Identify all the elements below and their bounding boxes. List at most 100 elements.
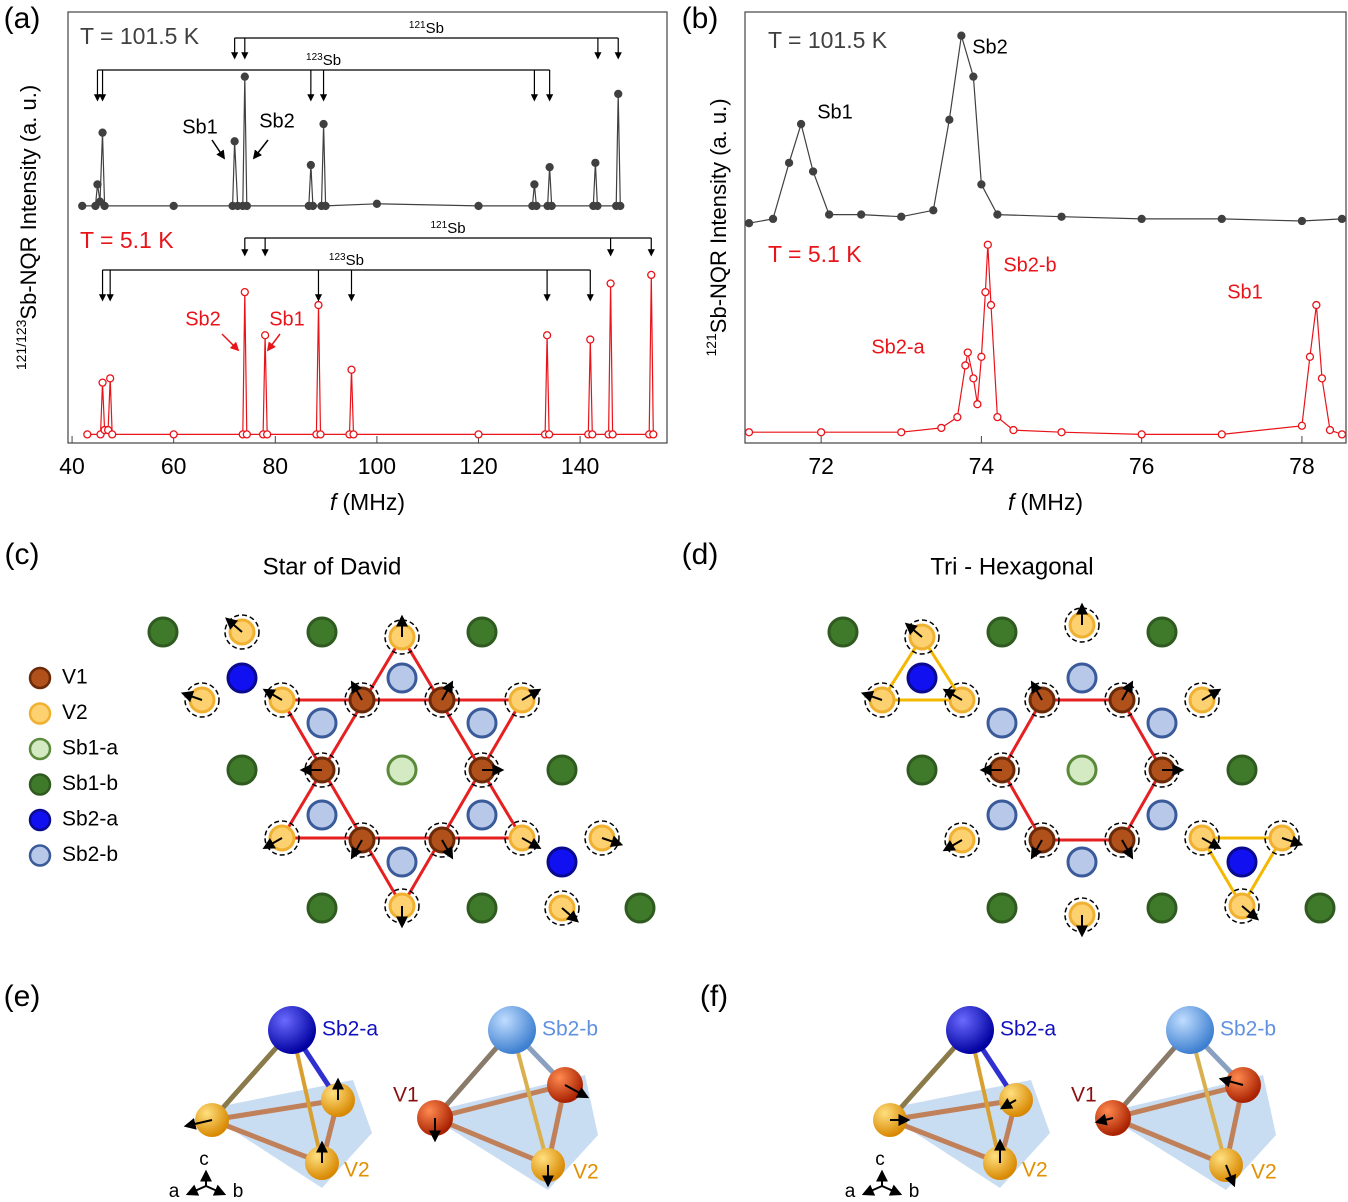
panel-label: (c) <box>5 538 40 571</box>
bond <box>1112 1115 1227 1168</box>
atom-s1b <box>986 892 1018 924</box>
atom-halo <box>1224 888 1260 924</box>
atom-label: V1 <box>1071 1084 1097 1107</box>
displacement-arrow <box>521 837 542 850</box>
atom-s1b <box>1146 892 1178 924</box>
data-point <box>649 430 658 439</box>
bond <box>434 1082 566 1121</box>
atom-s1b <box>306 892 338 924</box>
displacement-arrow <box>1201 688 1222 701</box>
data-point <box>937 423 946 433</box>
data-point <box>586 335 595 344</box>
atom-s2b <box>1146 707 1178 739</box>
sphere <box>946 1006 994 1054</box>
sphere <box>488 1006 536 1054</box>
data-point <box>593 201 602 211</box>
series-label: T = 5.1 K <box>768 241 862 267</box>
atom-s1b <box>1226 754 1258 786</box>
data-point <box>78 201 87 211</box>
atom-s2a <box>1226 846 1258 878</box>
displacement-arrow <box>1201 837 1222 850</box>
data-point <box>347 365 356 374</box>
legend-label: Sb2-a <box>62 808 118 831</box>
x-axis-label: f (MHz) <box>1008 489 1083 515</box>
diagram-title: Tri - Hexagonal <box>930 553 1093 580</box>
panel-label: (d) <box>682 538 719 571</box>
series-label: T = 101.5 K <box>768 27 888 53</box>
diagram-title: Star of David <box>263 553 402 580</box>
atom-s2b <box>386 846 418 878</box>
data-point <box>1057 428 1066 437</box>
data-point <box>591 158 600 168</box>
triangle-outline <box>1199 836 1285 909</box>
atom-label: V2 <box>1251 1161 1277 1184</box>
atom-label: V2 <box>344 1159 370 1182</box>
data-point <box>530 180 539 189</box>
atom-halo <box>424 682 460 718</box>
isotope-symbol: Sb <box>447 220 465 237</box>
x-axis-label-unit: (MHz) <box>342 489 405 515</box>
bond <box>211 1117 323 1166</box>
atom-halo <box>904 619 940 655</box>
axis-letter: b <box>909 1181 920 1202</box>
displacement-arrow <box>521 688 542 701</box>
y-axis-label: 121/123Sb-NQR Intensity (a. u.) <box>13 85 41 370</box>
atom-halo <box>1064 607 1100 643</box>
peak-pointer <box>252 139 269 160</box>
atom-halo <box>944 682 980 718</box>
atom-halo <box>864 682 900 718</box>
atom-halo <box>264 820 300 856</box>
data-point <box>306 160 316 170</box>
atom-label: Sb2-a <box>322 1018 378 1041</box>
legend-label: Sb1-a <box>62 737 118 760</box>
isotope-mass: 123 <box>306 52 323 63</box>
data-point <box>316 430 325 439</box>
legend-swatch <box>28 702 52 725</box>
x-tick-label: 140 <box>561 453 599 479</box>
isotope-symbol: Sb <box>323 52 341 69</box>
displacement-arrow <box>180 690 203 703</box>
y-axis-label-sup: 121 <box>703 333 719 357</box>
displacement-arrow <box>564 1084 590 1099</box>
bracket-label: 121Sb <box>431 220 466 237</box>
atom-s1b <box>986 616 1018 648</box>
x-axis-label-symbol: f <box>330 489 339 515</box>
data-point <box>588 430 597 439</box>
atom-label: V1 <box>393 1084 419 1107</box>
data-point <box>969 72 978 81</box>
sphere <box>268 1006 316 1054</box>
star-outline <box>279 634 525 840</box>
data-point <box>319 119 328 129</box>
data-point <box>929 206 938 215</box>
displacement-arrow <box>185 1184 207 1196</box>
atom-s2b <box>1066 846 1098 878</box>
atom-s2b <box>306 707 338 739</box>
data-point <box>977 180 986 189</box>
data-point <box>986 300 996 310</box>
x-tick-label: 72 <box>808 453 834 479</box>
plot-frame <box>67 11 668 444</box>
data-point <box>240 287 249 297</box>
legend-label: Sb1-b <box>62 772 118 795</box>
peak-label: Sb1 <box>817 101 853 123</box>
x-tick-label: 78 <box>1289 453 1315 479</box>
displacement-arrow <box>999 1098 1017 1110</box>
data-point <box>474 201 483 211</box>
data-point <box>83 430 92 439</box>
displacement-arrow <box>601 835 624 848</box>
sphere <box>1166 1006 1214 1054</box>
isotope-mass: 121 <box>409 20 426 31</box>
atom-s2b <box>466 799 498 831</box>
data-point <box>977 352 986 361</box>
axis-letter: a <box>845 1181 856 1202</box>
axis-letter: c <box>199 1149 209 1170</box>
data-point <box>993 210 1002 219</box>
x-tick-label: 74 <box>969 453 995 479</box>
data-point <box>1312 300 1321 310</box>
data-point <box>796 119 806 129</box>
bond <box>211 1097 339 1123</box>
legend-swatch <box>28 737 52 761</box>
panel-label: (f) <box>700 980 728 1013</box>
atom-s1b <box>226 754 258 786</box>
data-point <box>973 400 982 409</box>
